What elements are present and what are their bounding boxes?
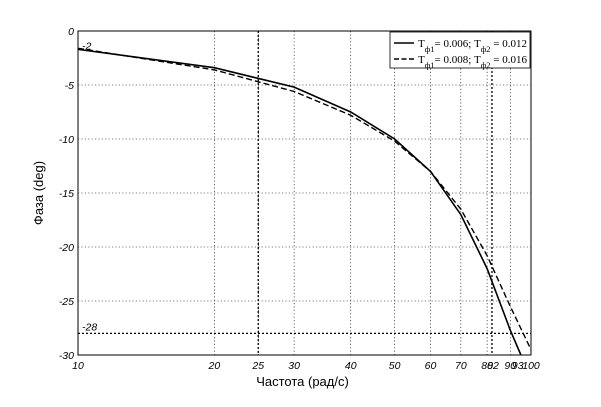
series-line-2 bbox=[78, 47, 531, 350]
x-tick-label: 30 bbox=[288, 360, 300, 372]
series-lines bbox=[78, 47, 531, 355]
y-axis-label: Фаза (deg) bbox=[31, 161, 46, 225]
x-tick-labels: 10 20 25 30 40 50 60 70 80 90 100 82 93 bbox=[72, 360, 540, 372]
y-tick-label: -15 bbox=[59, 188, 74, 200]
x-tick-label-extra: 93 bbox=[512, 360, 524, 372]
legend-entry-1: Tф1= 0.006; Tф2 = 0.012 bbox=[418, 38, 527, 54]
y-tick-label: -20 bbox=[59, 242, 74, 254]
plot-frame bbox=[77, 30, 532, 356]
y-tick-label: -10 bbox=[59, 134, 74, 146]
grid bbox=[78, 31, 531, 355]
reference-lines bbox=[78, 31, 531, 355]
x-tick-label: 90 bbox=[504, 360, 516, 372]
legend-entry-2: Tф1= 0.008; Tф2 = 0.016 bbox=[418, 54, 527, 70]
x-tick-label: 40 bbox=[345, 360, 357, 372]
series-line-1 bbox=[78, 48, 522, 355]
annotation-label: -2 bbox=[82, 41, 91, 53]
x-tick-label: 80 bbox=[481, 360, 493, 372]
y-tick-label: -5 bbox=[65, 80, 74, 92]
x-tick-label: 50 bbox=[389, 360, 401, 372]
y-tick-label: -25 bbox=[59, 296, 74, 308]
annotations: -2 -28 bbox=[82, 41, 97, 334]
y-tick-label: 0 bbox=[68, 26, 74, 38]
legend-box bbox=[389, 31, 531, 69]
x-tick-label: 60 bbox=[425, 360, 437, 372]
annotation-label: -28 bbox=[82, 321, 97, 333]
y-tick-label: -30 bbox=[59, 350, 74, 362]
x-tick-label: 100 bbox=[522, 360, 540, 372]
x-tick-label: 70 bbox=[455, 360, 467, 372]
x-tick-label: 20 bbox=[208, 360, 221, 372]
x-axis-label: Частота (рад/с) bbox=[256, 374, 349, 389]
x-tick-label: 25 bbox=[251, 360, 264, 372]
y-tick-labels: 0 -5 -10 -15 -20 -25 -30 bbox=[59, 26, 74, 362]
x-tick-label-extra: 82 bbox=[487, 360, 499, 372]
x-tick-label: 10 bbox=[72, 360, 84, 372]
